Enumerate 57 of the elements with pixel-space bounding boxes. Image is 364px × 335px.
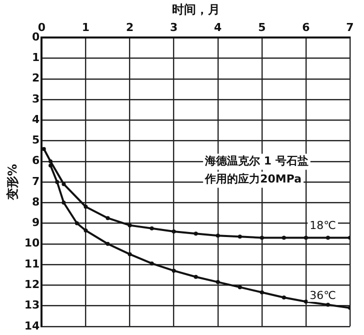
point — [172, 268, 176, 273]
point — [106, 242, 110, 246]
x-tick-label: 5 — [258, 20, 266, 34]
point — [282, 236, 286, 240]
x-tick-label: 7 — [346, 20, 354, 34]
y-tick-label: 11 — [24, 257, 40, 270]
point — [194, 232, 198, 236]
x-axis-title: 时间，月 — [172, 2, 220, 16]
point — [326, 302, 330, 307]
point — [238, 234, 242, 239]
y-tick-label: 13 — [24, 298, 40, 312]
point — [172, 230, 176, 234]
point — [84, 228, 88, 232]
point — [106, 216, 110, 220]
point — [128, 252, 132, 256]
point — [326, 236, 330, 240]
series-label: 18℃ — [310, 219, 336, 232]
y-tick-label: 9 — [32, 216, 40, 230]
point — [150, 226, 154, 230]
y-tick-label: 10 — [24, 236, 40, 250]
y-tick-label: 8 — [32, 195, 40, 208]
point — [304, 236, 308, 240]
annotation: 作用的应力20MPa — [204, 172, 302, 186]
y-axis-title: 变形% — [5, 164, 20, 202]
point — [260, 290, 264, 294]
point — [62, 200, 66, 205]
x-tick-label: 3 — [170, 20, 178, 34]
x-tick-label: 2 — [126, 20, 134, 34]
y-tick-label: 6 — [32, 154, 40, 168]
x-tick-label: 1 — [82, 20, 90, 34]
y-tick-label: 1 — [32, 51, 40, 64]
point — [55, 180, 60, 184]
point — [216, 234, 220, 238]
point — [260, 236, 264, 240]
point — [194, 274, 198, 279]
y-tick-label: 12 — [24, 278, 40, 291]
point — [238, 285, 242, 290]
y-tick-label: 7 — [32, 174, 40, 188]
x-tick-label: 6 — [302, 20, 310, 34]
y-tick-label: 14 — [24, 319, 40, 332]
y-tick-label: 0 — [32, 30, 40, 44]
y-tick-label: 2 — [32, 72, 40, 85]
annotation: 海德温克尔 1 号石盐 — [204, 154, 308, 168]
point — [216, 280, 220, 284]
point — [48, 159, 53, 164]
point — [150, 261, 154, 266]
x-tick-label: 4 — [214, 20, 222, 34]
point — [304, 300, 308, 304]
y-tick-label: 5 — [32, 134, 40, 147]
point — [282, 296, 286, 300]
point — [84, 204, 88, 209]
point — [62, 182, 66, 186]
series-label: 36℃ — [310, 289, 336, 302]
point — [128, 223, 132, 228]
point — [74, 221, 79, 226]
y-tick-label: 3 — [32, 92, 40, 106]
y-tick-label: 4 — [32, 112, 40, 126]
